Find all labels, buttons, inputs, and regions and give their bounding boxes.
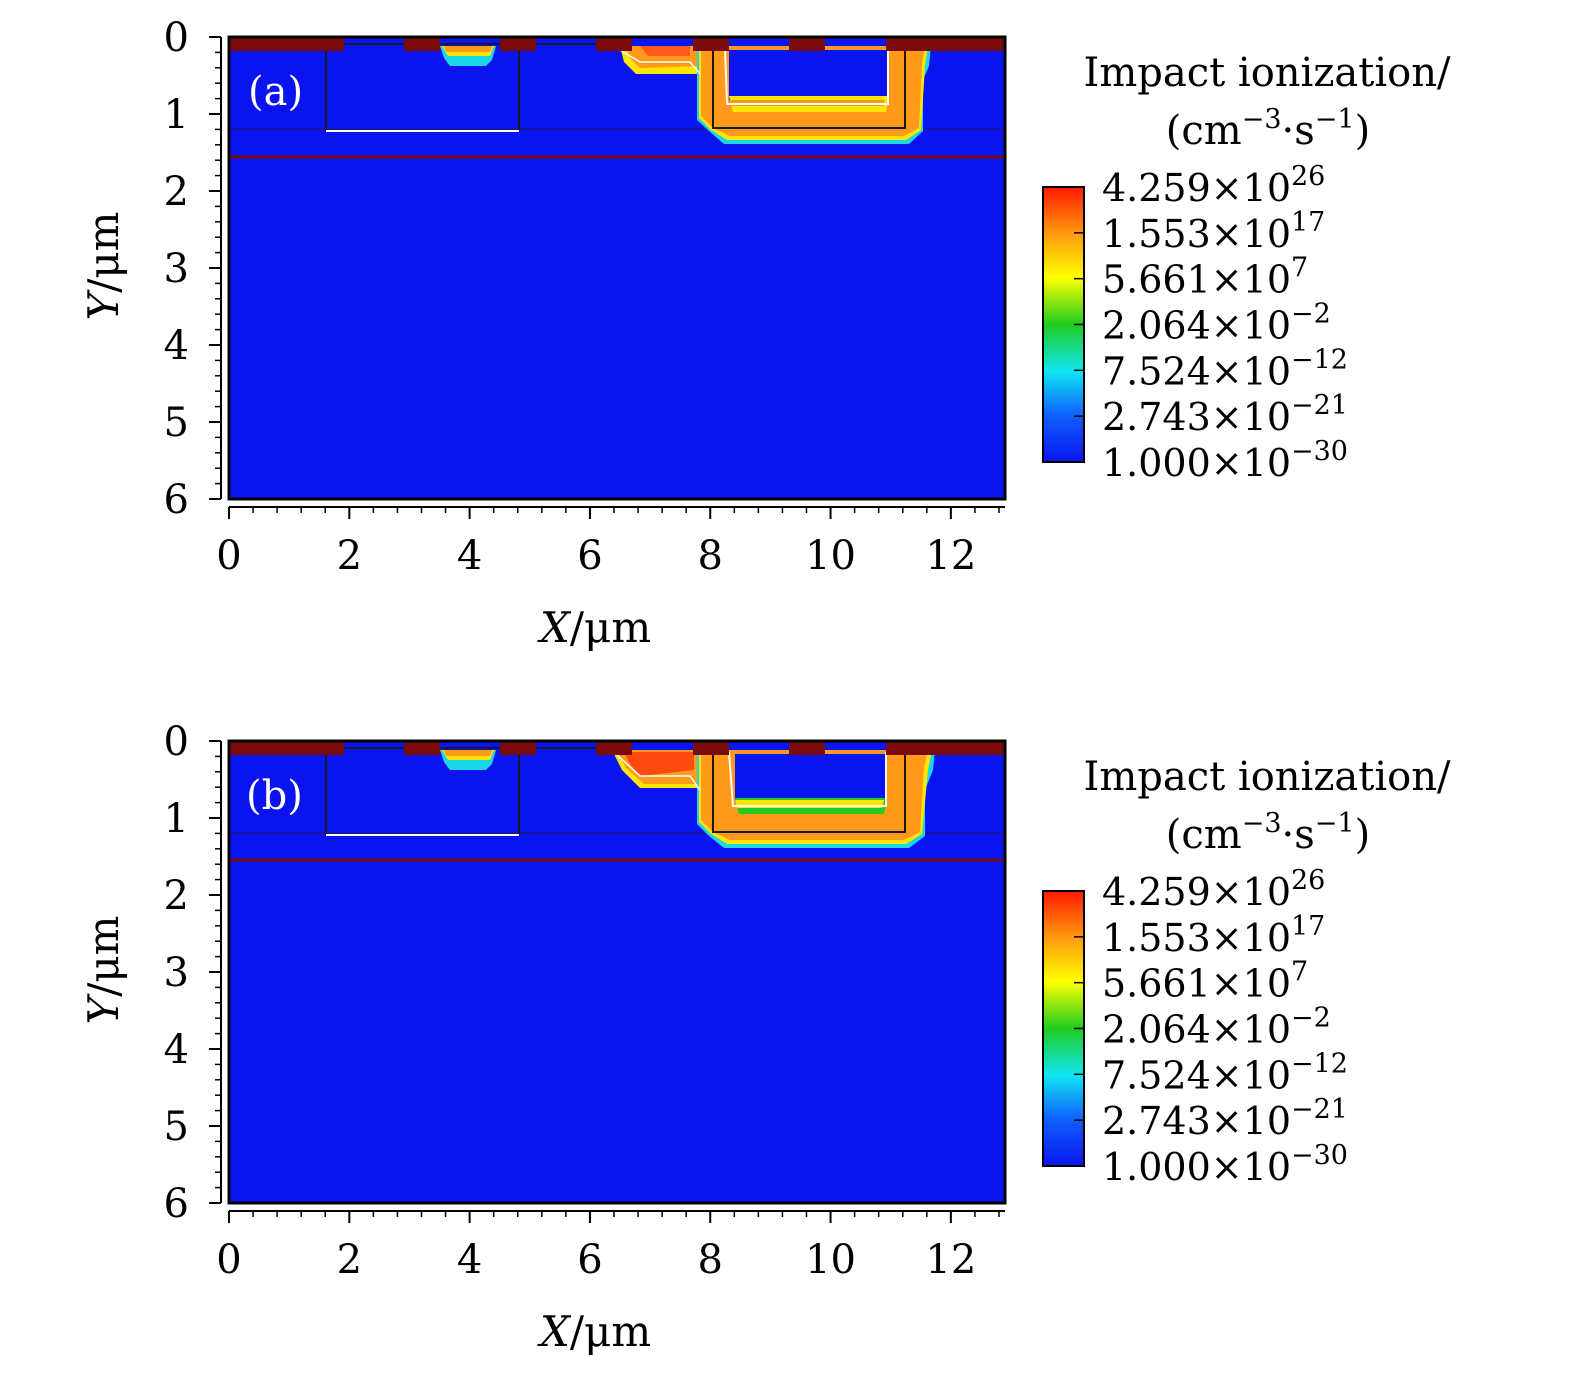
colorbar-label: 4.259×1026 — [1102, 865, 1325, 914]
x-tick-label: 6 — [577, 1237, 602, 1283]
heatmap-field-b — [229, 741, 1005, 1203]
colorbar-label: 4.259×1026 — [1102, 161, 1325, 210]
colorbar-label: 1.553×1017 — [1102, 207, 1325, 256]
colorbar-label: 2.743×10−21 — [1102, 390, 1348, 439]
colorbar-label: 1.553×1017 — [1102, 911, 1325, 960]
panel-label-b: (b) — [246, 773, 303, 819]
colorbar-label: 7.524×10−12 — [1102, 1048, 1348, 1097]
y-tick-label: 5 — [164, 1104, 189, 1150]
x-tick-label: 0 — [216, 1237, 241, 1283]
x-tick-label: 12 — [925, 1237, 976, 1283]
y-tick-label: 0 — [164, 719, 189, 765]
colorbar-label: 1.000×10−30 — [1102, 436, 1348, 485]
y-tick-label: 3 — [164, 950, 189, 996]
x-tick-label: 4 — [457, 533, 482, 579]
x-tick-label: 10 — [805, 533, 856, 579]
colorbar-label: 2.064×10−2 — [1102, 299, 1331, 348]
y-tick-label: 1 — [164, 92, 189, 138]
colorbar-label: 2.743×10−21 — [1102, 1094, 1348, 1143]
x-tick-label: 6 — [577, 533, 602, 579]
colorbar-unit-b: (cm−3·s−1) — [1166, 808, 1370, 858]
colorbar-b: Impact ionization/ (cm−3·s−1) 4.259×1026… — [1042, 754, 1451, 1189]
colorbar-label: 5.661×107 — [1102, 253, 1308, 302]
colorbar-label: 2.064×10−2 — [1102, 1003, 1331, 1052]
y-tick-label: 2 — [164, 169, 189, 215]
y-tick-label: 1 — [164, 796, 189, 842]
y-tick-label: 3 — [164, 246, 189, 292]
x-tick-label: 0 — [216, 533, 241, 579]
panel-label-a: (a) — [248, 69, 303, 115]
colorbar-label: 1.000×10−30 — [1102, 1140, 1348, 1189]
y-tick-label: 4 — [164, 323, 189, 369]
x-tick-label: 10 — [805, 1237, 856, 1283]
x-tick-label: 8 — [698, 1237, 723, 1283]
x-axis-title-a: X/μm — [537, 603, 651, 652]
colorbar-a: Impact ionization/ (cm−3·s−1) 4.259×1026… — [1042, 50, 1451, 485]
colorbar-label: 7.524×10−12 — [1102, 344, 1348, 393]
x-tick-label: 4 — [457, 1237, 482, 1283]
colorbar-title-b: Impact ionization/ — [1084, 754, 1451, 800]
x-tick-label: 12 — [925, 533, 976, 579]
y-tick-label: 6 — [164, 1181, 189, 1227]
colorbar-label: 5.661×107 — [1102, 957, 1308, 1006]
x-tick-label: 2 — [337, 1237, 362, 1283]
y-tick-label: 5 — [164, 400, 189, 446]
y-tick-label: 0 — [164, 15, 189, 61]
plot-frame-a — [227, 35, 1007, 501]
y-tick-label: 6 — [164, 477, 189, 523]
y-tick-label: 2 — [164, 873, 189, 919]
x-tick-label: 2 — [337, 533, 362, 579]
heatmap-field-a — [229, 37, 1005, 499]
colorbar-unit-a: (cm−3·s−1) — [1166, 104, 1370, 154]
plot-frame-b — [227, 739, 1007, 1205]
y-axis-title-b: Y/μm — [79, 915, 128, 1024]
y-tick-label: 4 — [164, 1027, 189, 1073]
x-tick-label: 8 — [698, 533, 723, 579]
y-axis-title-a: Y/μm — [79, 211, 128, 320]
x-axis-title-b: X/μm — [537, 1307, 651, 1356]
colorbar-title-a: Impact ionization/ — [1084, 50, 1451, 96]
